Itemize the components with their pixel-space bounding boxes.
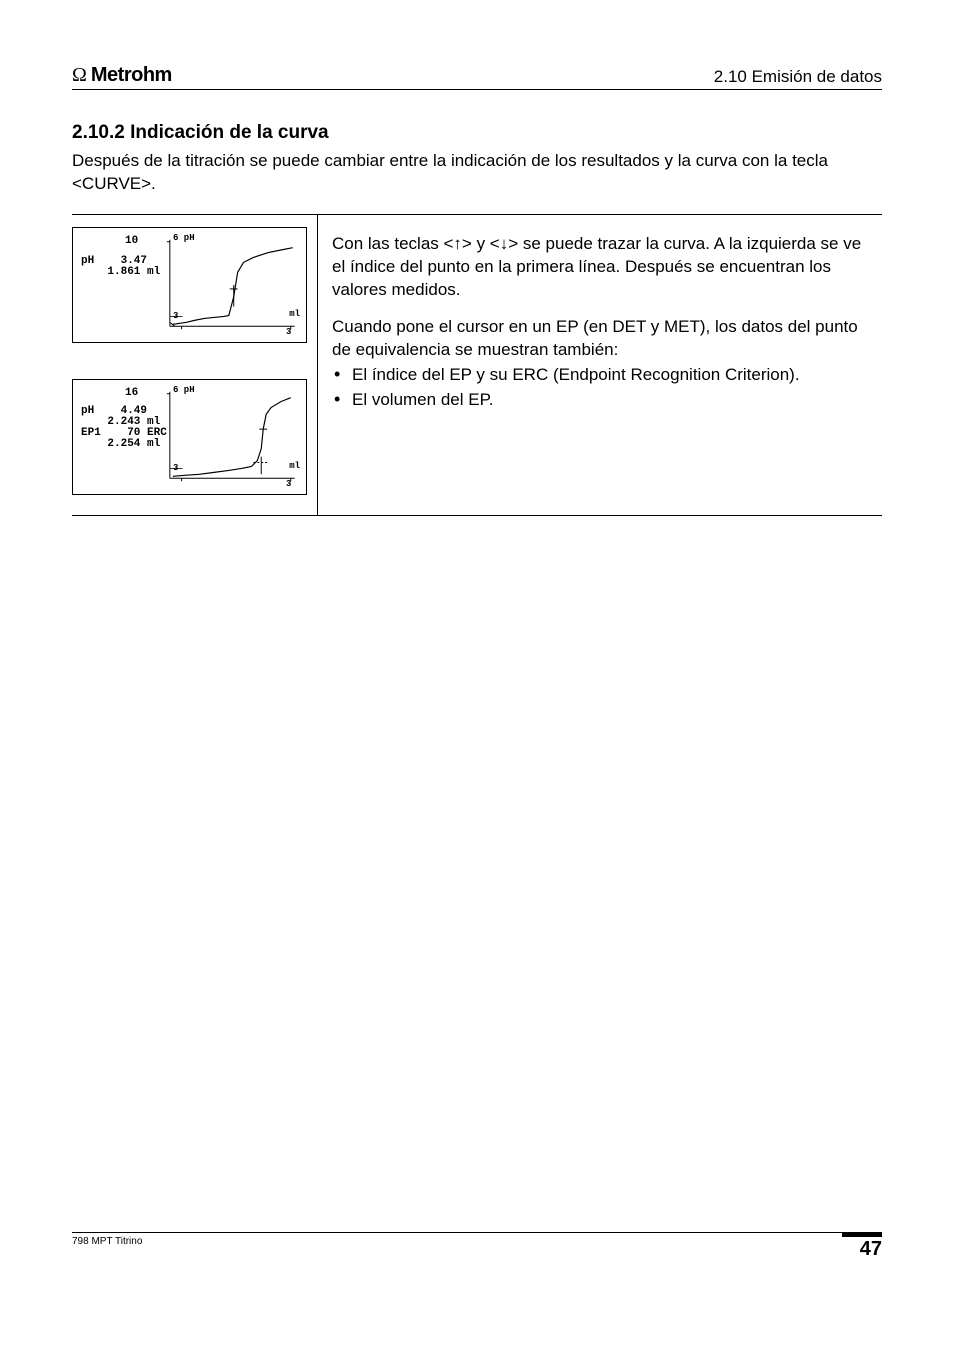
right-bullets: El índice del EP y su ERC (Endpoint Reco… bbox=[332, 364, 876, 412]
page-footer: 798 MPT Titrino 47 bbox=[72, 1232, 882, 1261]
bullet-2: El volumen del EP. bbox=[332, 389, 876, 412]
page-header: Ω Metrohm 2.10 Emisión de datos bbox=[72, 64, 882, 90]
brand-name: Metrohm bbox=[91, 64, 172, 87]
left-column: 10 pH 3.47 1.861 ml 6 pH ml 3 3 bbox=[72, 215, 318, 515]
lcd-display-2: 16 pH 4.49 2.243 ml EP1 70 ERC 2.254 ml … bbox=[72, 379, 307, 495]
lcd1-curve bbox=[73, 228, 306, 342]
lcd2-curve bbox=[73, 380, 306, 494]
section-title: 2.10.2 Indicación de la curva bbox=[72, 122, 882, 144]
footer-page-number: 47 bbox=[860, 1238, 882, 1260]
lcd-display-1: 10 pH 3.47 1.861 ml 6 pH ml 3 3 bbox=[72, 227, 307, 343]
brand-logo: Ω Metrohm bbox=[72, 64, 172, 87]
bullet-1: El índice del EP y su ERC (Endpoint Reco… bbox=[332, 364, 876, 387]
footer-doc-name: 798 MPT Titrino bbox=[72, 1236, 142, 1247]
omega-icon: Ω bbox=[72, 64, 87, 87]
right-para-1: Con las teclas <↑> y <↓> se puede trazar… bbox=[332, 233, 876, 302]
header-section-label: 2.10 Emisión de datos bbox=[714, 67, 882, 87]
right-para-2: Cuando pone el cursor en un EP (en DET y… bbox=[332, 316, 876, 362]
right-column: Con las teclas <↑> y <↓> se puede trazar… bbox=[318, 215, 882, 515]
content-box: 10 pH 3.47 1.861 ml 6 pH ml 3 3 bbox=[72, 214, 882, 516]
intro-paragraph: Después de la titración se puede cambiar… bbox=[72, 150, 882, 196]
